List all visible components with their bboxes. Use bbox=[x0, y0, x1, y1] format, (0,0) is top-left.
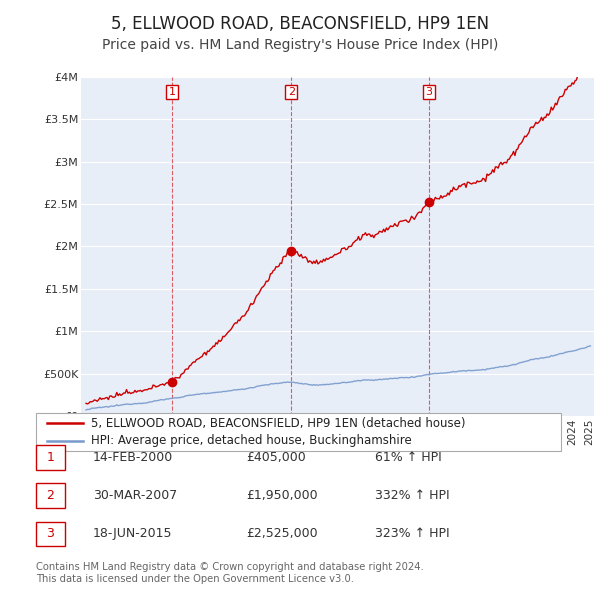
Text: 14-FEB-2000: 14-FEB-2000 bbox=[93, 451, 173, 464]
Text: 332% ↑ HPI: 332% ↑ HPI bbox=[375, 489, 449, 502]
Text: £1,950,000: £1,950,000 bbox=[246, 489, 317, 502]
Text: 3: 3 bbox=[425, 87, 433, 97]
Text: £2,525,000: £2,525,000 bbox=[246, 527, 317, 540]
Text: £405,000: £405,000 bbox=[246, 451, 306, 464]
Text: 18-JUN-2015: 18-JUN-2015 bbox=[93, 527, 173, 540]
Text: 30-MAR-2007: 30-MAR-2007 bbox=[93, 489, 177, 502]
Text: 1: 1 bbox=[169, 87, 175, 97]
Text: 3: 3 bbox=[46, 527, 55, 540]
Text: 5, ELLWOOD ROAD, BEACONSFIELD, HP9 1EN: 5, ELLWOOD ROAD, BEACONSFIELD, HP9 1EN bbox=[111, 15, 489, 33]
Text: HPI: Average price, detached house, Buckinghamshire: HPI: Average price, detached house, Buck… bbox=[91, 434, 412, 447]
Text: 61% ↑ HPI: 61% ↑ HPI bbox=[375, 451, 442, 464]
Text: 1: 1 bbox=[46, 451, 55, 464]
Text: Price paid vs. HM Land Registry's House Price Index (HPI): Price paid vs. HM Land Registry's House … bbox=[102, 38, 498, 53]
Text: 2: 2 bbox=[46, 489, 55, 502]
Text: 5, ELLWOOD ROAD, BEACONSFIELD, HP9 1EN (detached house): 5, ELLWOOD ROAD, BEACONSFIELD, HP9 1EN (… bbox=[91, 417, 466, 430]
Text: 2: 2 bbox=[287, 87, 295, 97]
Text: 323% ↑ HPI: 323% ↑ HPI bbox=[375, 527, 449, 540]
Text: Contains HM Land Registry data © Crown copyright and database right 2024.
This d: Contains HM Land Registry data © Crown c… bbox=[36, 562, 424, 584]
